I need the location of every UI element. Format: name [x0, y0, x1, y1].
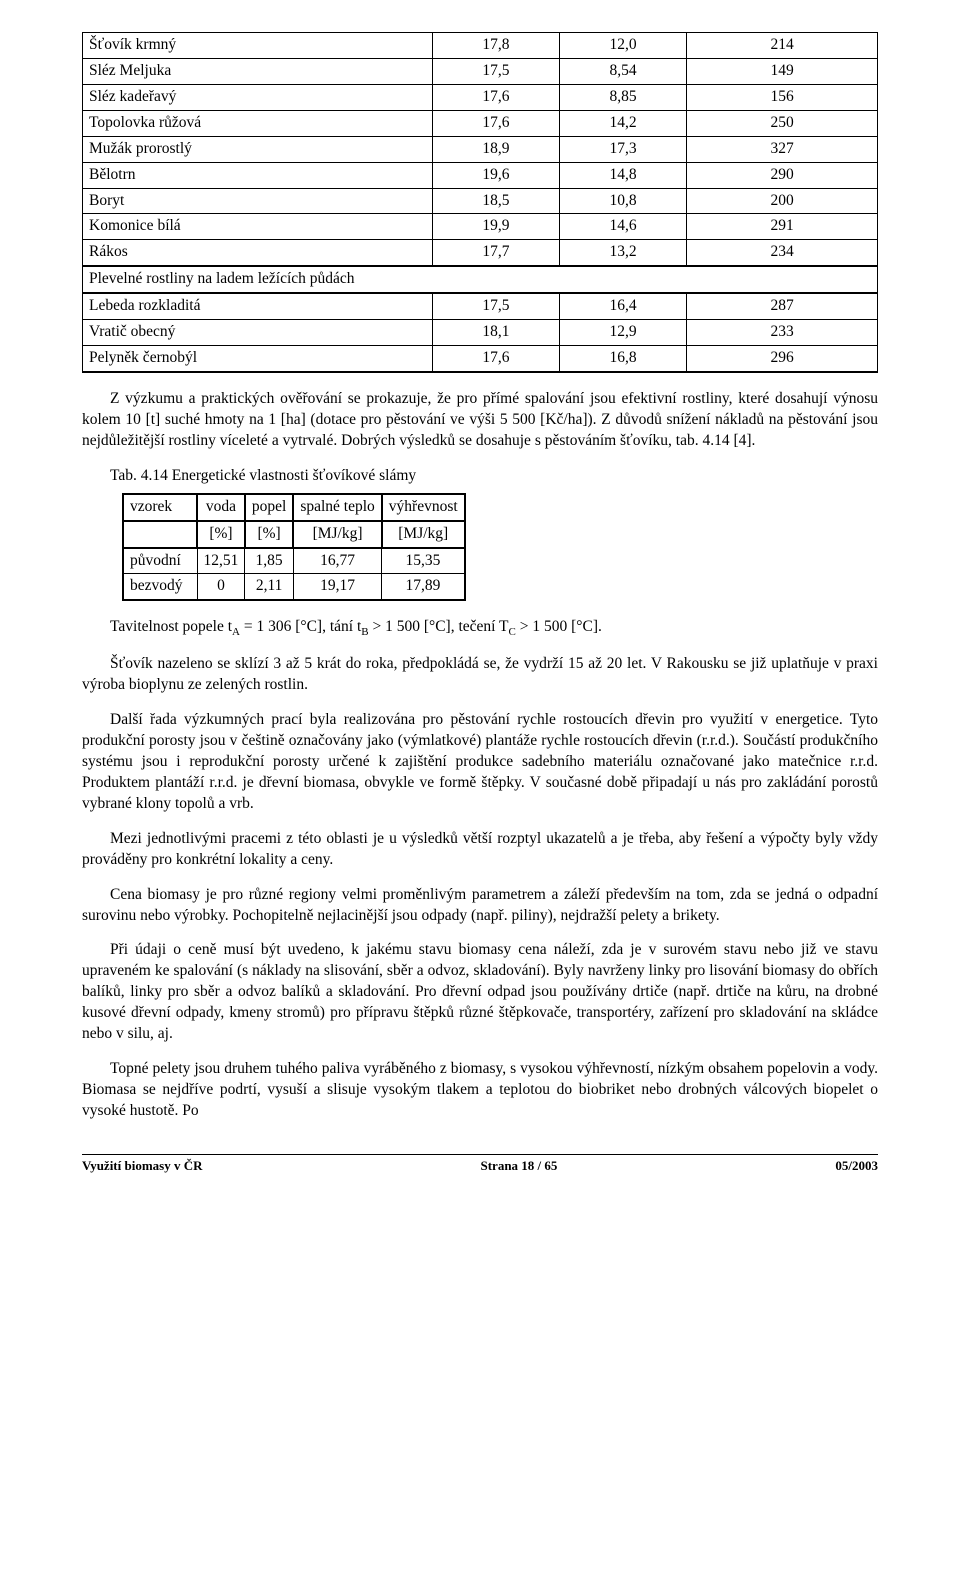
table-cell: 10,8 — [559, 188, 686, 214]
table-cell: 1,85 — [245, 548, 293, 574]
table-cell: 16,4 — [559, 293, 686, 319]
table-cell: 200 — [687, 188, 878, 214]
paragraph-5: Cena biomasy je pro různé regiony velmi … — [82, 885, 878, 927]
paragraph-3: Další řada výzkumných prací byla realizo… — [82, 710, 878, 815]
table-cell: 156 — [687, 84, 878, 110]
table-cell: 15,35 — [382, 548, 465, 574]
paragraph-6: Při údaji o ceně musí být uvedeno, k jak… — [82, 940, 878, 1045]
formula-text: > 1 500 [°C], tečení T — [369, 618, 509, 635]
table-cell: 19,6 — [432, 162, 559, 188]
table-cell: 19,17 — [293, 574, 381, 600]
table-cell: 12,9 — [559, 320, 686, 346]
table-cell: Topolovka růžová — [83, 110, 433, 136]
table-cell: 8,54 — [559, 58, 686, 84]
table-cell: 290 — [687, 162, 878, 188]
table-cell: 17,6 — [432, 84, 559, 110]
table-cell: Pelyněk černobýl — [83, 346, 433, 372]
table-section-header: Plevelné rostliny na ladem ležících půdá… — [83, 266, 878, 293]
table-cell: 233 — [687, 320, 878, 346]
table-cell: 12,51 — [197, 548, 245, 574]
footer-left: Využití biomasy v ČR — [82, 1157, 203, 1175]
table-cell: Šťovík krmný — [83, 33, 433, 59]
table-header-unit — [123, 521, 197, 548]
table-cell: 8,85 — [559, 84, 686, 110]
table-cell: Bělotrn — [83, 162, 433, 188]
table-cell: Boryt — [83, 188, 433, 214]
table-header: vzorek — [123, 494, 197, 521]
paragraph-4: Mezi jednotlivými pracemi z této oblasti… — [82, 829, 878, 871]
table-header: voda — [197, 494, 245, 521]
paragraph-2: Šťovík nazeleno se sklízí 3 až 5 krát do… — [82, 654, 878, 696]
table-header-unit: [%] — [245, 521, 293, 548]
formula-line: Tavitelnost popele tA = 1 306 [°C], tání… — [82, 617, 878, 640]
table-cell: 16,77 — [293, 548, 381, 574]
table-cell: 17,6 — [432, 110, 559, 136]
footer-right: 05/2003 — [835, 1157, 878, 1175]
table-cell: 17,7 — [432, 240, 559, 266]
table-cell: Lebeda rozkladitá — [83, 293, 433, 319]
table-cell: 17,6 — [432, 346, 559, 372]
table-cell: 13,2 — [559, 240, 686, 266]
table-cell: Komonice bílá — [83, 214, 433, 240]
table-cell: původní — [123, 548, 197, 574]
formula-text: = 1 306 [°C], tání t — [240, 618, 361, 635]
table-cell: 17,8 — [432, 33, 559, 59]
main-data-table: Šťovík krmný17,812,0214 Sléz Meljuka17,5… — [82, 32, 878, 373]
footer-center: Strana 18 / 65 — [480, 1157, 557, 1175]
table-cell: 14,8 — [559, 162, 686, 188]
subscript: B — [361, 626, 368, 638]
subscript: A — [232, 626, 240, 638]
subscript: C — [509, 626, 516, 638]
table-cell: Vratič obecný — [83, 320, 433, 346]
table-header-unit: [MJ/kg] — [293, 521, 381, 548]
table-cell: 287 — [687, 293, 878, 319]
table-cell: 14,6 — [559, 214, 686, 240]
table-cell: 18,5 — [432, 188, 559, 214]
table-cell: Mužák prorostlý — [83, 136, 433, 162]
table-cell: 18,9 — [432, 136, 559, 162]
table-cell: 12,0 — [559, 33, 686, 59]
table-cell: 14,2 — [559, 110, 686, 136]
small-data-table: vzorek voda popel spalné teplo výhřevnos… — [122, 493, 466, 602]
paragraph-7: Topné pelety jsou druhem tuhého paliva v… — [82, 1059, 878, 1122]
table-header-unit: [%] — [197, 521, 245, 548]
table-cell: 17,5 — [432, 293, 559, 319]
table-cell: 17,5 — [432, 58, 559, 84]
table-cell: 0 — [197, 574, 245, 600]
table-header: výhřevnost — [382, 494, 465, 521]
table-cell: 18,1 — [432, 320, 559, 346]
table-cell: 234 — [687, 240, 878, 266]
table-cell: 16,8 — [559, 346, 686, 372]
page-footer: Využití biomasy v ČR Strana 18 / 65 05/2… — [82, 1154, 878, 1175]
table-header: popel — [245, 494, 293, 521]
table-caption: Tab. 4.14 Energetické vlastnosti šťovíko… — [82, 466, 878, 487]
table-cell: 327 — [687, 136, 878, 162]
table-cell: 17,89 — [382, 574, 465, 600]
table-cell: 291 — [687, 214, 878, 240]
table-cell: Sléz kadeřavý — [83, 84, 433, 110]
table-cell: Sléz Meljuka — [83, 58, 433, 84]
table-cell: Rákos — [83, 240, 433, 266]
table-cell: 214 — [687, 33, 878, 59]
table-cell: 149 — [687, 58, 878, 84]
formula-text: Tavitelnost popele t — [110, 618, 232, 635]
table-cell: 17,3 — [559, 136, 686, 162]
table-header: spalné teplo — [293, 494, 381, 521]
table-cell: bezvodý — [123, 574, 197, 600]
table-cell: 19,9 — [432, 214, 559, 240]
table-cell: 2,11 — [245, 574, 293, 600]
table-header-unit: [MJ/kg] — [382, 521, 465, 548]
table-cell: 296 — [687, 346, 878, 372]
table-cell: 250 — [687, 110, 878, 136]
paragraph-1: Z výzkumu a praktických ověřování se pro… — [82, 389, 878, 452]
formula-text: > 1 500 [°C]. — [516, 618, 602, 635]
